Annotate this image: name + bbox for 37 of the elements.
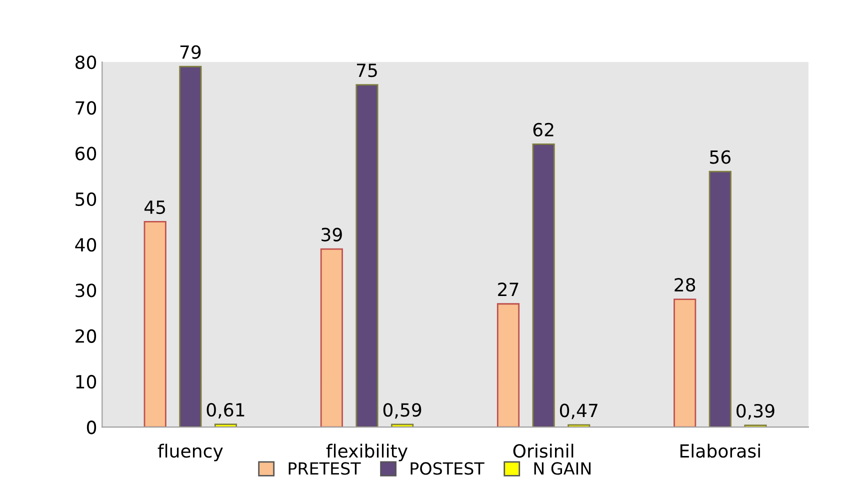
bar — [674, 298, 696, 428]
data-label: 0,47 — [560, 404, 598, 420]
legend-label: N GAIN — [534, 462, 591, 475]
y-tick-label: 60 — [76, 146, 96, 160]
y-tick-label: 20 — [76, 329, 96, 343]
data-label: 0,61 — [206, 402, 244, 418]
bar — [356, 84, 378, 428]
y-tick-label: 80 — [76, 55, 96, 70]
data-label: 75 — [356, 64, 377, 78]
bar — [391, 424, 414, 428]
data-label: 0,59 — [383, 403, 422, 419]
data-label: 45 — [144, 200, 166, 214]
bar — [179, 66, 202, 428]
y-tick-label: 40 — [75, 238, 96, 252]
x-tick-label: Orisinil — [513, 444, 574, 458]
bar — [708, 170, 732, 428]
x-tick-label: fluency — [158, 444, 223, 462]
data-label: 56 — [710, 150, 731, 164]
data-label: 28 — [674, 278, 696, 292]
data-label: 79 — [180, 45, 201, 59]
x-tick-label: flexibility — [326, 444, 408, 462]
x-tick-label: Elaborasi — [680, 444, 760, 458]
bar — [144, 221, 166, 428]
y-tick-label: 0 — [86, 420, 96, 434]
y-tick-label: 10 — [76, 374, 96, 389]
data-label: 62 — [533, 122, 554, 136]
legend-label: PRETEST — [288, 462, 361, 475]
data-label: 39 — [322, 228, 342, 242]
y-tick-label: 50 — [76, 192, 96, 206]
data-label: 0,39 — [736, 404, 774, 420]
bar — [532, 143, 555, 428]
data-label: 27 — [498, 282, 518, 296]
y-tick-label: 70 — [76, 101, 96, 115]
bar — [320, 248, 343, 428]
legend-label: POSTEST — [410, 462, 484, 475]
bar — [496, 303, 520, 428]
y-tick-label: 30 — [76, 284, 96, 298]
